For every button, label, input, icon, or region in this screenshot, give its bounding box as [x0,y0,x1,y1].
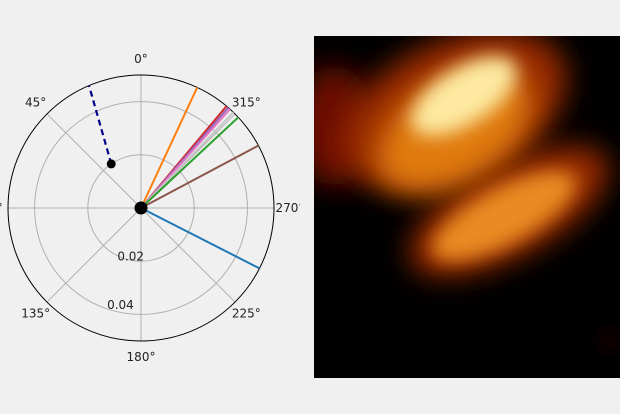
polar-plot: 0° 45° 90° 135° 180° 225° 270° 315° 0.02 0.04 [0,52,300,364]
dashed-line [87,85,113,165]
theta-gridline [46,113,142,209]
theta-tick-label: 270° [276,201,300,215]
polar-tick-labels: 0° 45° 90° 135° 180° 225° 270° 315° 0.02 0.04 [0,52,300,364]
heatmap-blobs [314,36,617,349]
theta-tick-label: 225° [232,306,261,320]
theta-tick-label: 180° [127,350,156,364]
heatmap-faint-spot [601,333,617,349]
polar-grid [7,74,275,342]
polar-series [87,85,260,270]
ray-line [140,116,239,209]
theta-gridline [140,207,236,303]
polar-outer-spine [7,74,275,342]
heatmap-blob-peak [410,56,518,136]
origin-marker [134,201,148,215]
r-gridline [34,101,248,315]
r-tick-label: 0.02 [117,249,144,263]
theta-tick-label: 315° [232,96,261,110]
ray-line [140,144,259,209]
ray-line [140,207,260,270]
heatmap-blob-lower-core [432,171,576,261]
theta-tick-label: 90° [0,201,3,215]
theta-gridline [46,207,142,303]
ray-line [140,111,235,209]
heatmap-image [314,36,620,378]
theta-tick-label: 135° [21,306,50,320]
point-marker [106,159,116,169]
ray-line [140,87,199,209]
r-tick-label: 0.04 [107,298,134,312]
theta-tick-label: 0° [134,52,148,66]
r-gridline [87,154,195,262]
theta-tick-label: 45° [25,96,46,110]
